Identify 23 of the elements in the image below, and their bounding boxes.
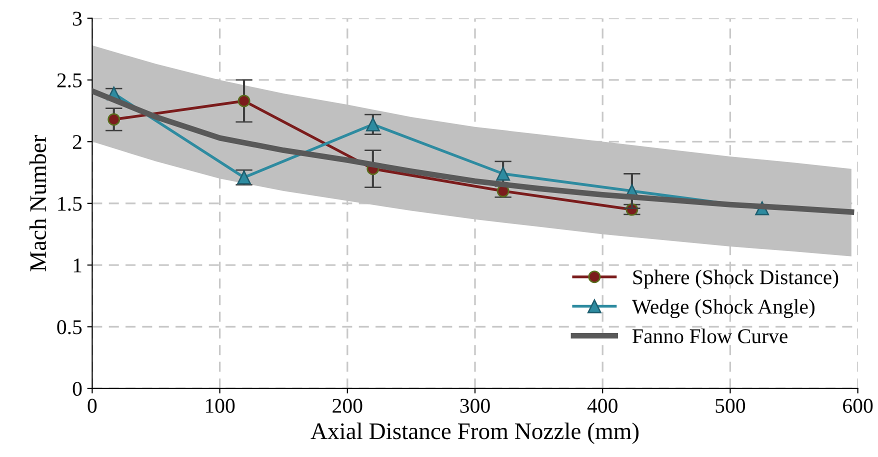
y-tick-label: 0.5 <box>57 320 82 334</box>
x-tick-label: 400 <box>587 398 618 413</box>
y-tick-label: 0 <box>72 382 82 396</box>
y-tick-label: 3 <box>73 12 82 26</box>
x-tick-label: 200 <box>332 398 362 413</box>
y-tick-label: 1.5 <box>58 196 82 211</box>
legend-label: Wedge (Shock Angle) <box>632 299 814 318</box>
y-tick-label: 2 <box>72 135 82 149</box>
x-tick-label: 0 <box>88 398 97 413</box>
legend-label: Sphere (Shock Distance) <box>633 270 838 289</box>
x-tick-label: 600 <box>843 398 873 413</box>
x-axis-title: Axial Distance From Nozzle (mm) <box>310 422 639 444</box>
x-tick-label: 300 <box>460 398 490 413</box>
x-tick-label: 100 <box>206 398 235 413</box>
legend-label: Fanno Flow Curve <box>632 328 788 344</box>
point <box>366 117 380 132</box>
point <box>238 94 250 108</box>
y-tick-label: 2.5 <box>57 73 82 88</box>
y-axis-title: Mach Number <box>29 135 46 272</box>
y-tick-label: 1 <box>74 258 82 272</box>
point <box>108 113 120 126</box>
point <box>496 166 510 181</box>
x-tick-label: 500 <box>716 398 746 413</box>
